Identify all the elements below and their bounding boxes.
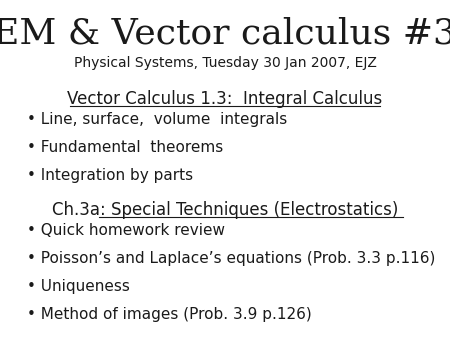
- Text: EM & Vector calculus #3: EM & Vector calculus #3: [0, 17, 450, 51]
- Text: • Uniqueness: • Uniqueness: [27, 279, 130, 294]
- Text: • Line, surface,  volume  integrals: • Line, surface, volume integrals: [27, 112, 287, 126]
- Text: • Quick homework review: • Quick homework review: [27, 223, 225, 238]
- Text: • Poisson’s and Laplace’s equations (Prob. 3.3 p.116): • Poisson’s and Laplace’s equations (Pro…: [27, 251, 436, 266]
- Text: Vector Calculus 1.3:  Integral Calculus: Vector Calculus 1.3: Integral Calculus: [68, 90, 382, 107]
- Text: • Method of images (Prob. 3.9 p.126): • Method of images (Prob. 3.9 p.126): [27, 307, 312, 322]
- Text: • Integration by parts: • Integration by parts: [27, 168, 193, 183]
- Text: Ch.3a: Special Techniques (Electrostatics): Ch.3a: Special Techniques (Electrostatic…: [52, 201, 398, 219]
- Text: Physical Systems, Tuesday 30 Jan 2007, EJZ: Physical Systems, Tuesday 30 Jan 2007, E…: [73, 56, 377, 70]
- Text: • Fundamental  theorems: • Fundamental theorems: [27, 140, 223, 154]
